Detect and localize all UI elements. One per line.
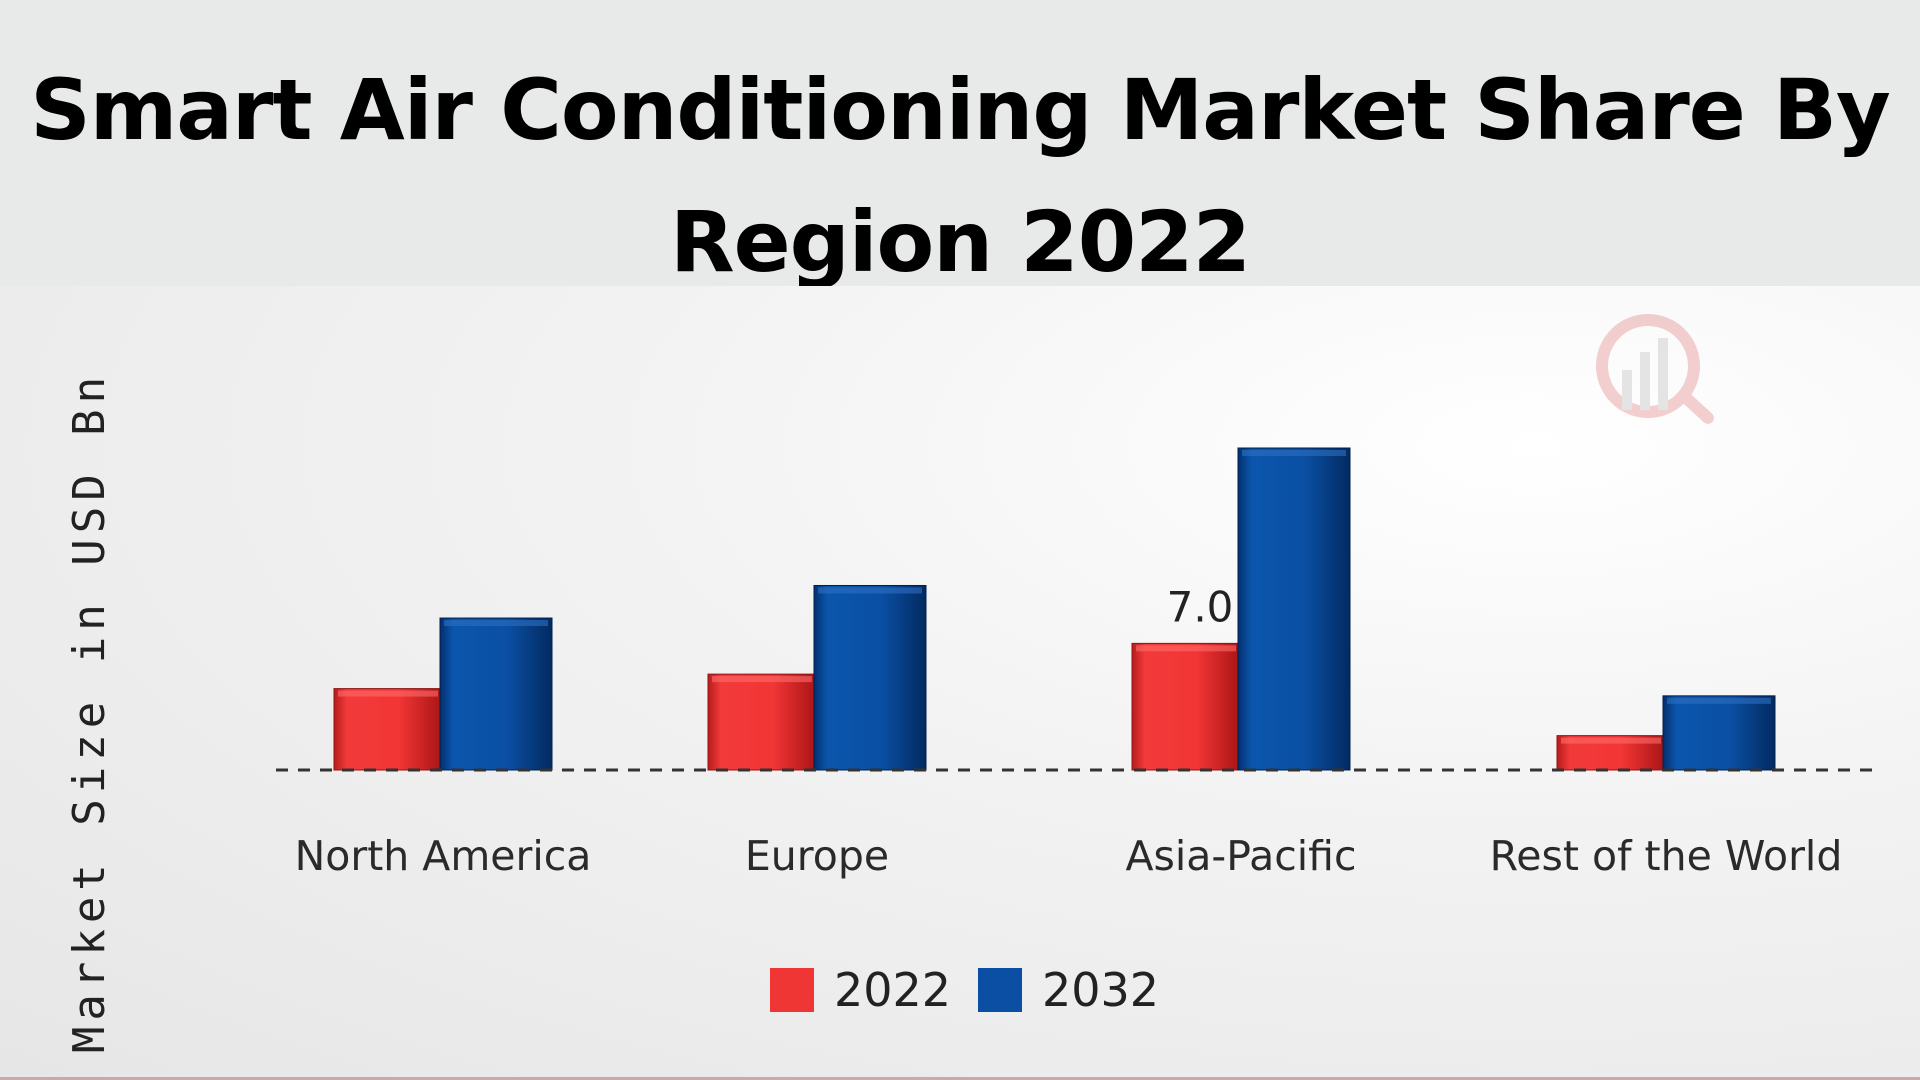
bar-top-highlight: [338, 690, 438, 697]
bar-2022-europe: [707, 673, 817, 771]
data-label: 7.0: [1167, 582, 1234, 631]
chart-area: [0, 286, 1920, 1080]
bars-layer: [333, 447, 1776, 771]
bar-2032-europe: [813, 584, 927, 771]
data-labels: 7.0: [1167, 582, 1234, 631]
x-tick-label: Europe: [745, 832, 889, 880]
bar-2032-rest-of-the-world: [1662, 695, 1776, 771]
bar-2022-asia-pacific: [1131, 642, 1241, 771]
chart-title: Smart Air Conditioning Market Share By R…: [30, 61, 1891, 291]
bar-top-highlight: [1561, 737, 1661, 744]
bottom-border: [0, 1077, 1920, 1080]
legend-swatch-2022: [770, 968, 814, 1012]
bar-top-highlight: [1242, 450, 1346, 456]
bar-top-highlight: [1667, 697, 1771, 704]
bar-top-highlight: [1136, 645, 1236, 652]
x-tick-label: Rest of the World: [1490, 832, 1843, 880]
x-tick-label: Asia-Pacific: [1125, 832, 1356, 880]
legend-label-2032: 2032: [1042, 963, 1159, 1017]
legend-label-2022: 2022: [834, 963, 951, 1017]
title-band: Smart Air Conditioning Market Share By R…: [0, 0, 1920, 291]
watermark-logo-icon: [1596, 314, 1714, 424]
x-tick-labels: North America Europe Asia-Pacific Rest of t…: [295, 832, 1843, 880]
bar-top-highlight: [444, 620, 548, 627]
bar-2022-north-america: [333, 688, 443, 771]
bar-2032-north-america: [439, 617, 553, 771]
y-axis-label: Market Size in USD Bn: [64, 371, 115, 1053]
bar-top-highlight: [818, 587, 922, 594]
legend-swatch-2032: [978, 968, 1022, 1012]
bar-2032-asia-pacific: [1237, 447, 1351, 771]
x-tick-label: North America: [295, 832, 592, 880]
bar-top-highlight: [712, 676, 812, 683]
legend: 2022 2032: [770, 963, 1159, 1017]
